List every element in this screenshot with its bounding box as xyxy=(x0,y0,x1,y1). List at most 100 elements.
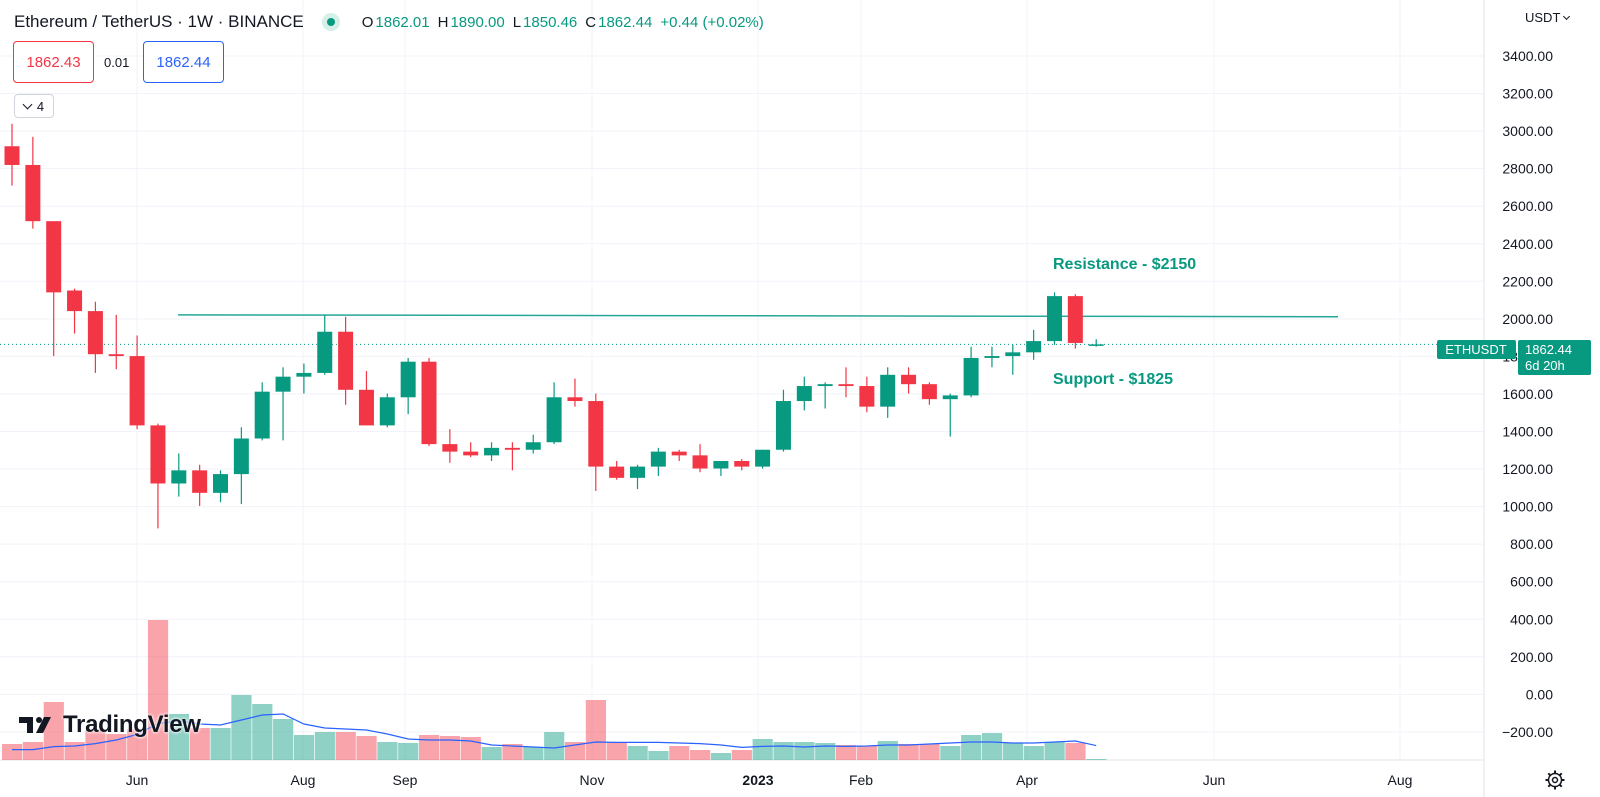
candle-body xyxy=(108,354,124,357)
candle-body xyxy=(4,146,20,165)
volume-bar xyxy=(1086,759,1107,760)
low-key: L xyxy=(512,13,522,31)
candle xyxy=(859,376,875,413)
price-tag-value: 1862.44 xyxy=(1525,342,1572,357)
candle-body xyxy=(671,451,687,456)
candle xyxy=(880,367,896,418)
price-tick-label: 600.00 xyxy=(1510,574,1553,590)
buy-button[interactable]: 1862.44 xyxy=(143,41,224,83)
volume-bar xyxy=(22,742,44,760)
volume-ma-line xyxy=(12,713,1097,751)
candle-body xyxy=(1067,296,1083,343)
candle xyxy=(421,357,437,446)
symbol-title[interactable]: Ethereum / TetherUS · 1W · BINANCE xyxy=(14,12,304,31)
price-tick-label: 800.00 xyxy=(1510,536,1553,552)
candle xyxy=(129,335,145,430)
volume-bar xyxy=(1065,743,1086,760)
currency-selector[interactable]: USDT xyxy=(1525,10,1571,25)
volume-bar xyxy=(335,732,356,760)
live-status-dot-icon xyxy=(321,13,340,31)
price-tick-label: 2200.00 xyxy=(1502,273,1553,289)
volume-bar xyxy=(460,737,481,760)
price-tick-label: 3000.00 xyxy=(1502,123,1553,139)
candle xyxy=(671,449,687,461)
candle-body xyxy=(25,164,41,222)
close-value: 1862.44 xyxy=(598,13,653,31)
candle xyxy=(796,376,812,411)
volume-bar xyxy=(690,750,711,760)
candle xyxy=(442,429,458,463)
candle xyxy=(567,378,583,407)
volume-bar xyxy=(627,746,648,760)
candle xyxy=(87,301,103,373)
volume-bar xyxy=(773,742,794,760)
candle-body xyxy=(525,442,541,450)
volume-bar xyxy=(231,695,252,760)
time-tick-label: Aug xyxy=(291,772,316,788)
candle xyxy=(525,434,541,454)
candle-body xyxy=(442,444,458,452)
candle xyxy=(296,363,312,394)
candle xyxy=(233,427,249,505)
price-tick-label: 400.00 xyxy=(1510,611,1553,627)
candle xyxy=(358,371,374,426)
resistance-line[interactable] xyxy=(177,314,1339,318)
high-value: 1890.00 xyxy=(450,13,505,31)
symbol-tag: ETHUSDT xyxy=(1445,342,1506,357)
candle-body xyxy=(233,438,249,475)
candle-body xyxy=(317,331,333,373)
candle xyxy=(901,367,917,394)
candle xyxy=(1005,344,1021,375)
open-value: 1862.01 xyxy=(375,13,430,31)
candle-body xyxy=(692,455,708,469)
price-tick-label: 1600.00 xyxy=(1502,386,1553,402)
candle xyxy=(775,389,791,452)
volume-bar xyxy=(564,742,586,760)
candle xyxy=(713,460,729,476)
candle xyxy=(1067,294,1083,349)
spread-value: 0.01 xyxy=(104,55,130,70)
price-axis[interactable]: 3400.00 3200.00 3000.00 2800.00 2600.00 2400.… xyxy=(1502,48,1553,740)
last-price-tag: ETHUSDT 1862.44 6d 20h xyxy=(1437,340,1591,375)
volume-bar xyxy=(919,744,940,760)
candle xyxy=(1047,292,1062,345)
volume-bar xyxy=(585,700,606,760)
indicators-toggle-button[interactable]: 4 xyxy=(14,94,54,118)
candle xyxy=(150,423,166,529)
brand-name: TradingView xyxy=(63,711,201,738)
time-tick-label: Aug xyxy=(1388,772,1413,788)
chevron-down-icon xyxy=(1563,12,1571,20)
sell-button[interactable]: 1862.43 xyxy=(13,41,94,83)
volume-bar xyxy=(544,732,565,760)
tradingview-logo[interactable]: TradingView xyxy=(17,711,201,739)
chart-grid xyxy=(0,0,1485,797)
price-tick-label: 2600.00 xyxy=(1502,198,1553,214)
price-change: +0.44 (+0.02%) xyxy=(660,13,764,31)
candle-body xyxy=(901,374,917,385)
price-tick-label: 2000.00 xyxy=(1502,311,1553,327)
candle-body xyxy=(817,384,833,387)
time-tick-label: Jun xyxy=(1203,772,1226,788)
gear-icon[interactable] xyxy=(1544,769,1566,791)
candle xyxy=(692,444,708,473)
candle-body xyxy=(963,357,979,396)
candle-body xyxy=(567,397,583,402)
volume-bar xyxy=(836,745,857,760)
time-axis[interactable]: Jun Aug Sep Nov 2023 Feb Apr Jun Aug xyxy=(126,772,1413,788)
candle xyxy=(942,393,958,437)
volume-bar xyxy=(1023,746,1044,760)
volume-bar xyxy=(43,702,64,760)
volume-bar xyxy=(815,743,836,760)
candle-body xyxy=(150,425,166,484)
candle xyxy=(192,464,208,506)
candle xyxy=(504,442,520,471)
price-tick-label: 2800.00 xyxy=(1502,161,1553,177)
volume-bar xyxy=(273,719,294,760)
time-tick-label: Sep xyxy=(393,772,418,788)
candle-body xyxy=(588,401,604,467)
candle xyxy=(46,221,62,357)
candle xyxy=(755,449,771,469)
candle xyxy=(171,453,187,497)
volume-bar xyxy=(2,744,23,760)
